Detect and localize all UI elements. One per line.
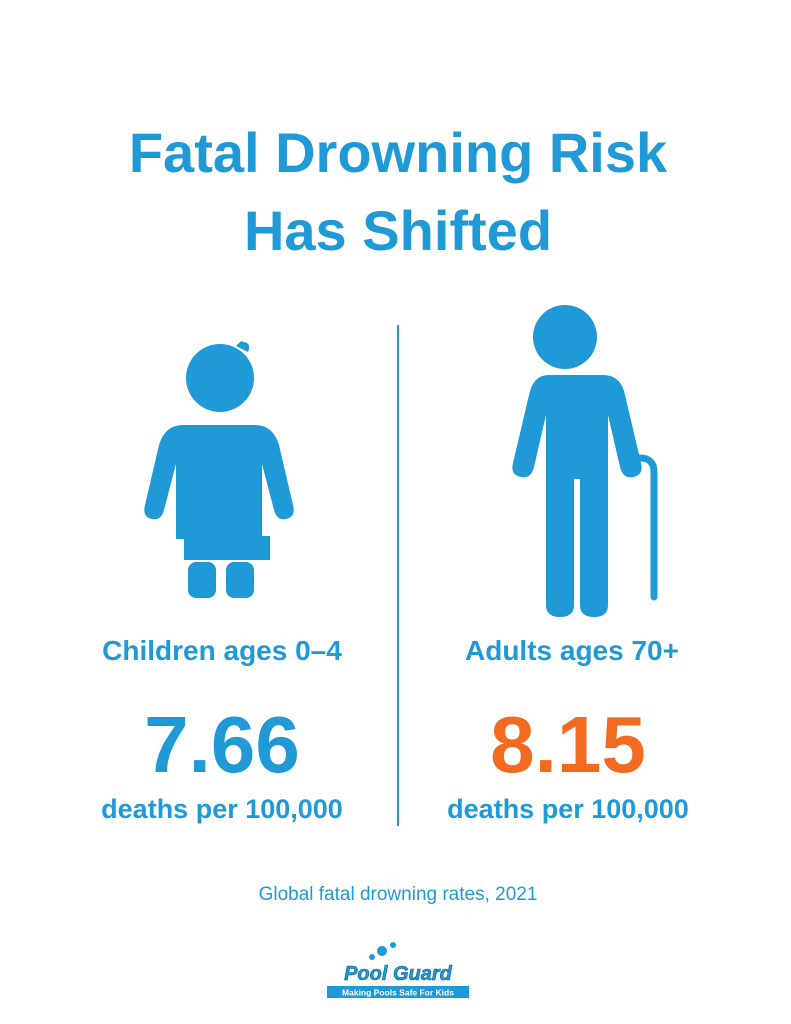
logo: Pool Guard Making Pools Safe For Kids xyxy=(327,942,469,998)
group-unit: deaths per 100,000 xyxy=(101,794,343,824)
child-icon xyxy=(144,340,294,598)
group-label: Children ages 0–4 xyxy=(102,635,342,666)
adult-icon xyxy=(512,305,658,617)
group-unit: deaths per 100,000 xyxy=(447,794,689,824)
title-line: Has Shifted xyxy=(244,199,552,262)
footnote: Global fatal drowning rates, 2021 xyxy=(259,884,538,905)
logo-tagline: Making Pools Safe For Kids xyxy=(342,988,454,998)
title-line: Fatal Drowning Risk xyxy=(129,121,668,184)
group-label: Adults ages 70+ xyxy=(465,635,679,666)
group-value: 7.66 xyxy=(144,700,300,789)
group-value: 8.15 xyxy=(490,700,646,789)
logo-name: Pool Guard xyxy=(344,963,453,985)
